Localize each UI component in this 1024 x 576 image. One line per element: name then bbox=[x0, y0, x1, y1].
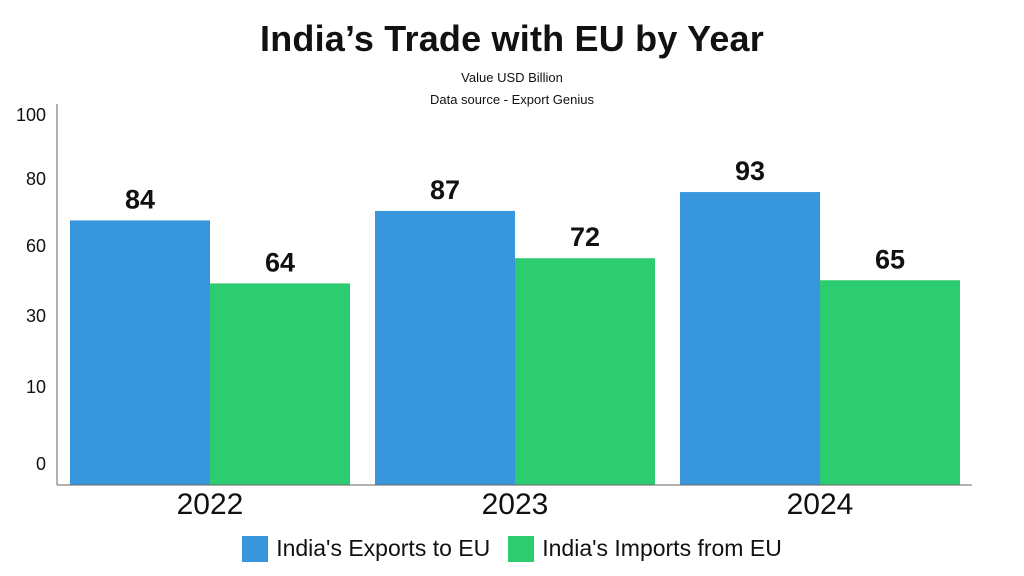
x-tick-label-2023: 2023 bbox=[482, 488, 549, 521]
bar-exports-2023 bbox=[375, 210, 515, 485]
legend-label-imports: India's Imports from EU bbox=[542, 535, 782, 561]
bar-imports-2024 bbox=[820, 280, 960, 485]
chart-subtitle-value: Value USD Billion bbox=[461, 70, 563, 85]
data-label-exports-2022: 84 bbox=[125, 184, 155, 214]
y-tick-label-0: 0 bbox=[36, 454, 46, 474]
y-tick-label-30: 30 bbox=[26, 306, 46, 326]
y-tick-label-100: 100 bbox=[16, 105, 46, 125]
chart-title: India’s Trade with EU by Year bbox=[260, 18, 764, 59]
data-label-exports-2024: 93 bbox=[735, 156, 765, 186]
data-label-imports-2023: 72 bbox=[570, 222, 600, 252]
bar-imports-2023 bbox=[515, 258, 655, 485]
y-tick-label-60: 60 bbox=[26, 236, 46, 256]
chart-subtitle-source: Data source - Export Genius bbox=[429, 92, 595, 107]
y-tick-label-10: 10 bbox=[26, 377, 46, 397]
x-tick-label-2022: 2022 bbox=[177, 488, 244, 521]
legend-item-exports: India's Exports to EU bbox=[242, 535, 490, 562]
data-label-imports-2024: 65 bbox=[875, 244, 905, 274]
legend-item-imports: India's Imports from EU bbox=[508, 535, 782, 562]
legend: India's Exports to EU India's Imports fr… bbox=[0, 535, 1024, 562]
bar-exports-2022 bbox=[70, 220, 210, 485]
y-tick-label-80: 80 bbox=[26, 169, 46, 189]
bar-imports-2022 bbox=[210, 283, 350, 485]
legend-label-exports: India's Exports to EU bbox=[276, 535, 491, 561]
data-label-imports-2022: 64 bbox=[265, 247, 295, 277]
legend-swatch-imports bbox=[508, 535, 535, 562]
bar-exports-2024 bbox=[680, 192, 820, 486]
x-tick-label-2024: 2024 bbox=[787, 488, 854, 521]
data-label-exports-2023: 87 bbox=[430, 175, 460, 205]
legend-swatch-exports bbox=[242, 535, 269, 562]
